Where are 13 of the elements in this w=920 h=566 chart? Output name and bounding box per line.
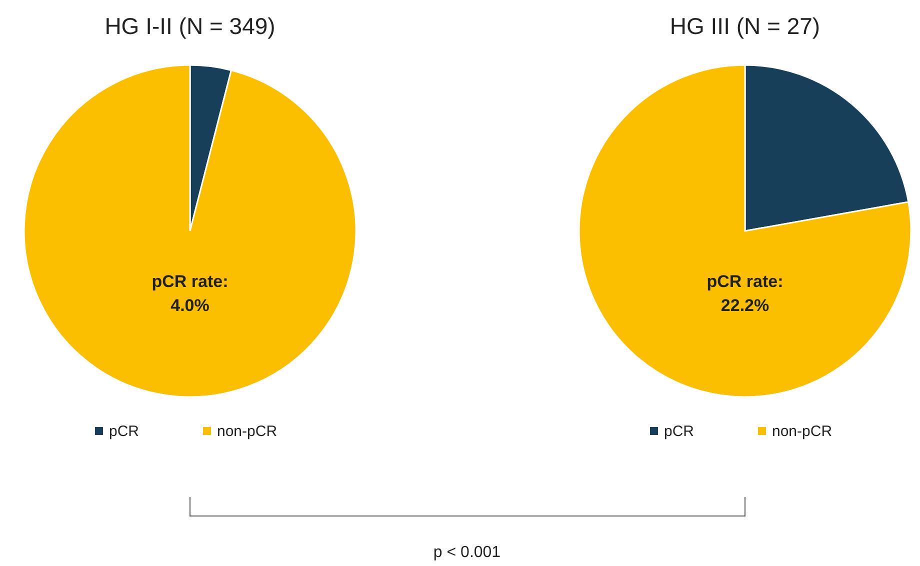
text: pCR rate: (152, 272, 228, 291)
legend-label: non-pCR (772, 423, 832, 440)
text: p < 0.001 (433, 544, 501, 561)
pie-slice (23, 64, 357, 398)
pie-slice (578, 64, 912, 398)
text: 22.2% (720, 296, 770, 315)
chart-title: HG III (N = 27) (670, 13, 820, 39)
text: pCR rate: (706, 272, 784, 291)
legend-label: pCR (664, 423, 694, 440)
legend-label: pCR (109, 423, 140, 440)
legend-label: non-pCR (217, 423, 278, 440)
text: 4.0% (170, 296, 210, 315)
chart-title: HG I-II (N = 349) (104, 13, 276, 39)
